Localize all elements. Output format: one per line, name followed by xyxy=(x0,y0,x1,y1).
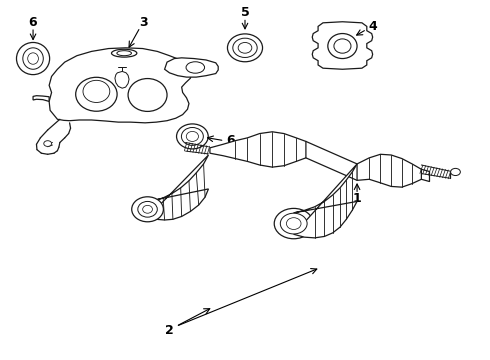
Text: 6: 6 xyxy=(226,134,235,147)
Polygon shape xyxy=(294,164,357,238)
Text: 1: 1 xyxy=(353,192,362,205)
Text: 4: 4 xyxy=(368,20,377,33)
Polygon shape xyxy=(49,48,192,123)
Ellipse shape xyxy=(334,39,351,53)
Polygon shape xyxy=(312,22,373,69)
Ellipse shape xyxy=(28,53,38,64)
Ellipse shape xyxy=(75,77,117,111)
Polygon shape xyxy=(210,132,306,167)
Text: 2: 2 xyxy=(165,324,174,337)
Text: 6: 6 xyxy=(29,16,37,29)
Ellipse shape xyxy=(132,197,163,222)
Ellipse shape xyxy=(233,38,257,58)
Ellipse shape xyxy=(128,78,167,111)
Polygon shape xyxy=(115,71,129,88)
Text: 3: 3 xyxy=(139,16,148,29)
Polygon shape xyxy=(147,155,208,220)
Ellipse shape xyxy=(83,80,110,103)
Ellipse shape xyxy=(181,127,203,145)
Ellipse shape xyxy=(186,131,198,141)
Ellipse shape xyxy=(17,42,49,75)
Ellipse shape xyxy=(238,42,252,53)
Ellipse shape xyxy=(143,205,152,213)
Ellipse shape xyxy=(176,124,208,149)
Circle shape xyxy=(451,168,460,176)
Text: 5: 5 xyxy=(241,6,249,19)
Ellipse shape xyxy=(287,218,301,229)
Polygon shape xyxy=(357,154,421,187)
Ellipse shape xyxy=(274,208,313,239)
Polygon shape xyxy=(165,58,218,77)
Circle shape xyxy=(44,141,51,147)
Ellipse shape xyxy=(186,62,204,73)
Ellipse shape xyxy=(23,48,43,69)
Ellipse shape xyxy=(138,202,157,217)
Ellipse shape xyxy=(117,51,131,56)
Ellipse shape xyxy=(280,213,307,234)
Ellipse shape xyxy=(227,34,263,62)
Ellipse shape xyxy=(112,49,137,57)
Ellipse shape xyxy=(328,33,357,59)
Polygon shape xyxy=(33,96,49,102)
